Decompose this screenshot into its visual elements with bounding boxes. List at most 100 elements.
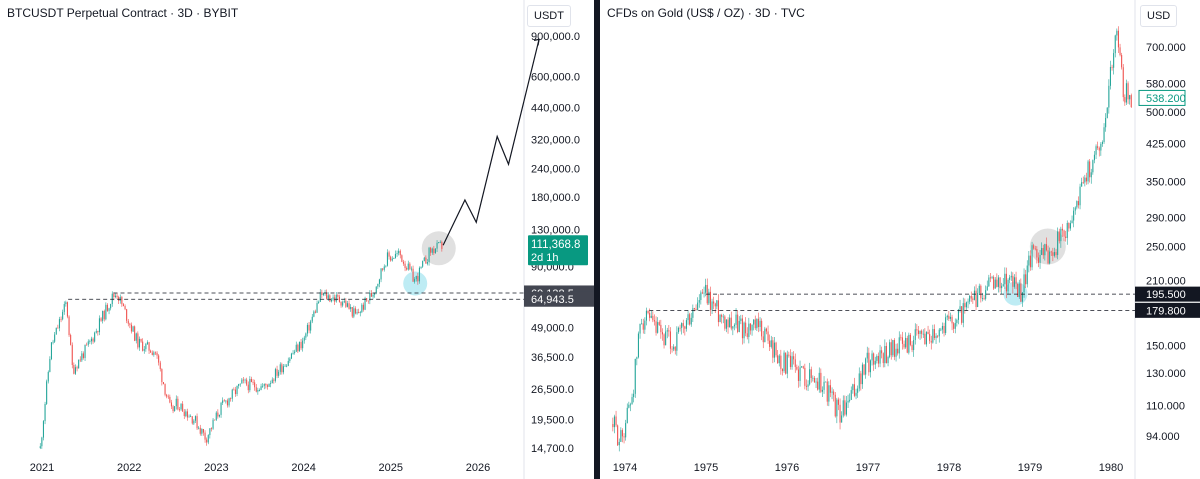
candle-body xyxy=(199,427,201,434)
candle-body xyxy=(780,355,782,369)
candle-body xyxy=(938,329,940,337)
candle-body xyxy=(271,379,273,384)
currency-button[interactable]: USD xyxy=(1140,5,1178,27)
y-tick-label: 94.000 xyxy=(1146,431,1180,443)
candle-body xyxy=(70,335,72,345)
gold-chart-panel[interactable]: CFDs on Gold (US$ / OZ) · 3D · TVC USD 1… xyxy=(600,0,1200,479)
candle-body xyxy=(247,384,249,391)
candle-body xyxy=(402,261,405,264)
candle-body xyxy=(1116,30,1118,36)
candle-body xyxy=(903,343,905,348)
last-price-tag xyxy=(528,235,588,266)
candle-body xyxy=(986,286,988,291)
last-price-label: 538.200 xyxy=(1146,93,1186,105)
candle-body xyxy=(847,400,849,403)
candle-body xyxy=(652,315,654,321)
candle-body xyxy=(367,300,369,302)
btc-chart-panel[interactable]: BTCUSDT Perpetual Contract · 3D · BYBIT … xyxy=(0,0,594,479)
candle-body xyxy=(693,308,695,309)
candle-body xyxy=(300,342,302,349)
candle-body xyxy=(807,384,809,387)
candle-body xyxy=(1029,255,1031,268)
candle-body xyxy=(791,356,793,368)
candle-body xyxy=(342,302,344,306)
candle-body xyxy=(1093,154,1095,161)
candle-body xyxy=(250,378,253,382)
y-tick-label: 250.000 xyxy=(1146,241,1186,253)
candle-body xyxy=(895,348,897,357)
x-tick-label: 1975 xyxy=(694,462,718,474)
candle-body xyxy=(951,316,953,324)
candle-body xyxy=(732,326,734,329)
gold-chart-canvas[interactable]: 1974 1975 1976 1977 1978 1979 1980 700.000 580.0… xyxy=(600,0,1200,479)
candle-body xyxy=(188,416,190,418)
candle-body xyxy=(621,430,623,437)
candle-body xyxy=(122,304,125,307)
candle-body xyxy=(204,432,206,440)
candle-body xyxy=(399,250,401,256)
candle-body xyxy=(981,298,983,299)
candle-body xyxy=(378,279,381,284)
candle-body xyxy=(666,330,668,332)
candle-body xyxy=(228,398,230,406)
candle-body xyxy=(789,355,791,368)
candle-body xyxy=(1009,277,1011,280)
candle-body xyxy=(385,265,387,267)
y-tick-label: 19,500.0 xyxy=(531,415,574,427)
candle-body xyxy=(74,367,77,374)
candle-body xyxy=(60,319,62,320)
candle-body xyxy=(735,314,737,325)
candle-body xyxy=(873,353,875,365)
candle-body xyxy=(1085,177,1087,182)
candle-body xyxy=(370,292,373,297)
candle-body xyxy=(1098,147,1100,151)
currency-button[interactable]: USDT xyxy=(527,5,571,27)
btc-chart-canvas[interactable]: 2021 2022 2023 2024 2025 2026 900,000.0 600,000… xyxy=(0,0,594,479)
candle-body xyxy=(665,331,667,346)
candle-body xyxy=(1037,257,1039,263)
candle-body xyxy=(861,364,863,385)
candle-body xyxy=(226,400,229,406)
panel-divider[interactable] xyxy=(594,0,600,479)
candle-body xyxy=(1039,254,1041,263)
candle-body xyxy=(897,348,899,354)
candle-body xyxy=(214,419,216,421)
candle-body xyxy=(182,403,184,412)
candle-body xyxy=(988,277,990,287)
candle-body xyxy=(777,355,779,364)
candle-body xyxy=(972,298,974,300)
candle-body xyxy=(206,439,208,443)
candle-body xyxy=(108,308,110,311)
candle-body xyxy=(174,406,176,412)
candle-body xyxy=(991,276,993,278)
candle-body xyxy=(92,338,94,342)
candle-body xyxy=(135,333,137,341)
candle-body xyxy=(660,324,662,333)
candle-body xyxy=(1087,161,1089,182)
candle-body xyxy=(796,366,798,370)
candle-body xyxy=(335,294,337,302)
candle-body xyxy=(148,342,150,351)
candle-body xyxy=(127,320,129,324)
candle-body xyxy=(79,359,81,361)
candle-body xyxy=(345,300,347,307)
candle-body xyxy=(159,362,161,370)
candle-body xyxy=(1052,252,1054,256)
candle-body xyxy=(194,416,197,421)
candle-body xyxy=(700,292,702,301)
candle-body xyxy=(233,389,235,391)
candle-body xyxy=(238,384,240,386)
candle-body xyxy=(327,295,329,299)
candle-body xyxy=(956,319,958,323)
candle-body xyxy=(436,242,438,249)
candle-body xyxy=(773,342,775,358)
last-price-tag xyxy=(1138,89,1186,106)
candle-body xyxy=(1002,284,1004,286)
candle-body xyxy=(146,342,149,344)
candle-body xyxy=(422,261,424,267)
candle-body xyxy=(733,324,735,327)
candle-body xyxy=(613,416,615,428)
candle-body xyxy=(142,341,144,351)
candle-body xyxy=(828,385,830,402)
candle-body xyxy=(866,352,868,359)
